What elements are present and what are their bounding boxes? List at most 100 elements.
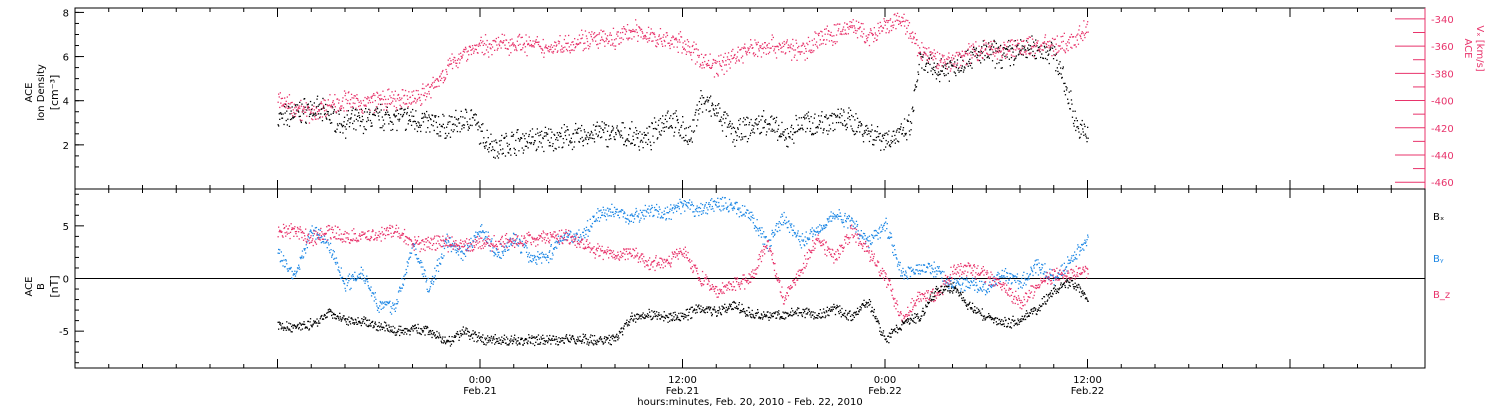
density-series-point [1083, 135, 1084, 136]
by-series-point [972, 278, 973, 279]
vx-series-point [791, 60, 792, 61]
by-series-point [306, 244, 307, 245]
bz-series-point [414, 250, 415, 251]
by-series-point [985, 294, 986, 295]
density-series-point [702, 111, 703, 112]
bz-series-point [298, 231, 299, 232]
density-series-point [865, 132, 866, 133]
density-series-point [462, 116, 463, 117]
vx-series-point [278, 94, 279, 95]
by-series-point [329, 250, 330, 251]
vx-series-point [307, 107, 308, 108]
bz-series-point [356, 241, 357, 242]
by-series-point [295, 273, 296, 274]
vx-series-point [413, 90, 414, 91]
density-series-point [579, 128, 580, 129]
by-series-point [1074, 251, 1075, 252]
by-series-point [942, 271, 943, 272]
density-series-point [688, 127, 689, 128]
vx-series-point [817, 47, 818, 48]
vx-series-point [524, 43, 525, 44]
by-series-point [379, 312, 380, 313]
by-series-point [912, 270, 913, 271]
density-series-point [727, 127, 728, 128]
density-series-point [807, 115, 808, 116]
vx-series-point [569, 50, 570, 51]
by-series-point [1025, 284, 1026, 285]
vx-series-point [562, 49, 563, 50]
vx-series-point [704, 67, 705, 68]
bz-series-point [282, 237, 283, 238]
density-series-point [768, 128, 769, 129]
by-series-point [1014, 280, 1015, 281]
vx-series-point [552, 47, 553, 48]
density-series-point [899, 132, 900, 133]
bz-series-point [301, 237, 302, 238]
vx-series-point [1069, 42, 1070, 43]
vx-series-point [313, 106, 314, 107]
density-series-point [483, 137, 484, 138]
by-series-point [883, 225, 884, 226]
vx-series-point [354, 103, 355, 104]
by-series-point [962, 284, 963, 285]
by-series-point [796, 235, 797, 236]
vx-series-point [411, 91, 412, 92]
density-series-point [1017, 44, 1018, 45]
density-series-point [529, 134, 530, 135]
density-series-point [363, 133, 364, 134]
density-series-point [991, 43, 992, 44]
density-series-point [765, 122, 766, 123]
vx-series-point [1009, 51, 1010, 52]
vx-series-point [503, 40, 504, 41]
vx-series-point [305, 109, 306, 110]
vx-series-point [279, 96, 280, 97]
vx-series-point [530, 40, 531, 41]
density-series-point [868, 130, 869, 131]
vx-series-point [994, 55, 995, 56]
vx-series-point [992, 49, 993, 50]
vx-series-point [999, 48, 1000, 49]
vx-series-point [1058, 50, 1059, 51]
density-series-point [381, 109, 382, 110]
density-series-point [802, 128, 803, 129]
by-series-point [949, 277, 950, 278]
density-series-point [558, 135, 559, 136]
density-series-point [630, 128, 631, 129]
vx-series-point [1035, 46, 1036, 47]
by-series-point [492, 247, 493, 248]
density-series-point [713, 108, 714, 109]
by-series-point [869, 236, 870, 237]
by-series-point [296, 271, 297, 272]
by-series-point [390, 312, 391, 313]
vx-series-point [803, 43, 804, 44]
density-series-point [902, 130, 903, 131]
vx-series-point [285, 103, 286, 104]
by-series-point [578, 240, 579, 241]
density-series-point [747, 118, 748, 119]
density-series-point [949, 81, 950, 82]
density-series-point [287, 124, 288, 125]
vx-series-point [362, 110, 363, 111]
density-series-point [429, 131, 430, 132]
density-series-point [333, 113, 334, 114]
vx-series-point [1004, 45, 1005, 46]
vx-series-point [669, 45, 670, 46]
density-series-point [1075, 130, 1076, 131]
vx-series-point [883, 18, 884, 19]
vx-series-point [721, 66, 722, 67]
vx-series-point [333, 100, 334, 101]
vx-series-point [979, 55, 980, 56]
density-series-point [694, 130, 695, 131]
density-series-point [616, 134, 617, 135]
vx-series-point [990, 47, 991, 48]
density-series-point [746, 124, 747, 125]
density-series-point [680, 135, 681, 136]
vx-series-point [1082, 31, 1083, 32]
vx-series-point [337, 110, 338, 111]
density-series-point [1064, 83, 1065, 84]
vx-series-point [494, 50, 495, 51]
density-series-point [477, 129, 478, 130]
density-series-point [633, 139, 634, 140]
vx-series-point [644, 38, 645, 39]
density-series-point [669, 118, 670, 119]
